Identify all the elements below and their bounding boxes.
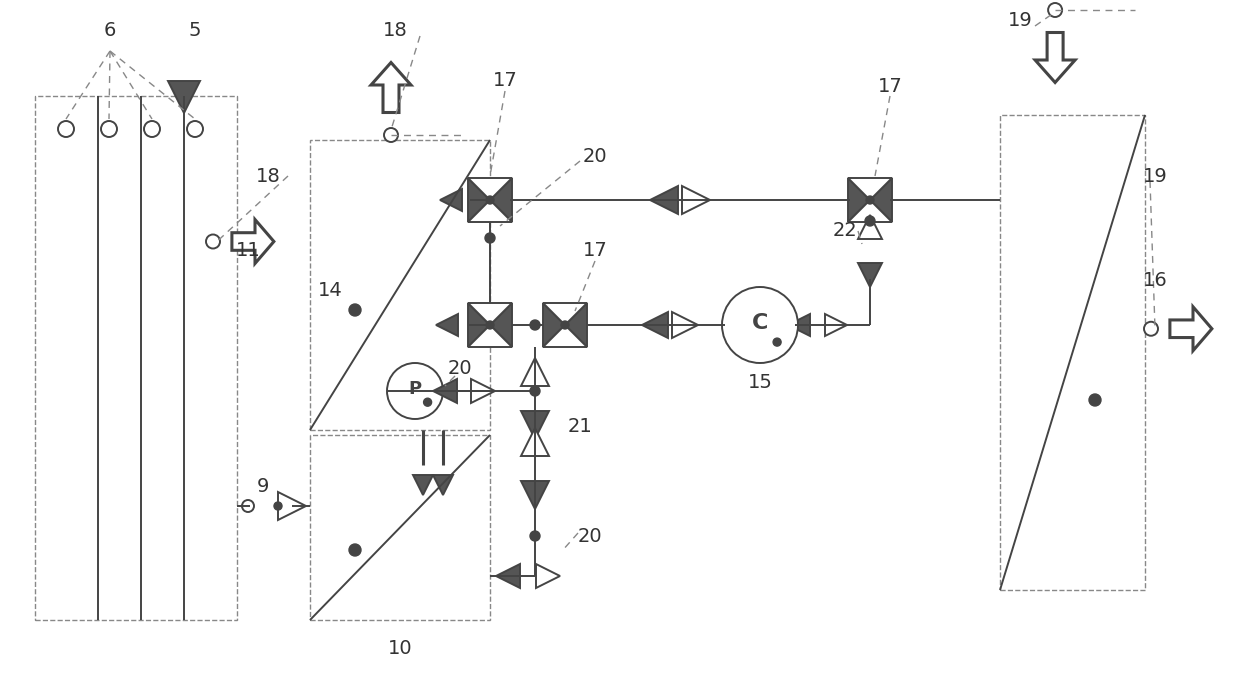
Text: 6: 6	[104, 22, 117, 40]
Polygon shape	[232, 219, 274, 264]
Polygon shape	[490, 178, 512, 222]
Text: 10: 10	[388, 639, 413, 659]
Circle shape	[866, 216, 875, 226]
Polygon shape	[467, 178, 490, 222]
Text: C: C	[751, 313, 769, 333]
Polygon shape	[467, 303, 490, 347]
Polygon shape	[521, 358, 549, 386]
Polygon shape	[642, 312, 668, 338]
Polygon shape	[870, 178, 892, 222]
Polygon shape	[565, 303, 587, 347]
Circle shape	[100, 121, 117, 137]
Polygon shape	[650, 186, 678, 214]
Polygon shape	[682, 186, 711, 214]
Text: 19: 19	[1008, 12, 1033, 31]
Polygon shape	[470, 314, 492, 336]
Polygon shape	[467, 303, 512, 325]
Polygon shape	[413, 475, 433, 495]
Circle shape	[274, 502, 281, 510]
Polygon shape	[371, 63, 410, 112]
Polygon shape	[858, 263, 882, 287]
Circle shape	[485, 233, 495, 243]
Polygon shape	[543, 325, 587, 347]
Text: 21: 21	[568, 417, 593, 436]
Circle shape	[1089, 394, 1101, 406]
Bar	[310, 140, 490, 430]
Polygon shape	[543, 303, 565, 347]
Text: 19: 19	[1142, 166, 1167, 185]
Circle shape	[387, 363, 443, 419]
Text: 18: 18	[383, 22, 408, 40]
Polygon shape	[467, 200, 512, 222]
Circle shape	[773, 338, 781, 346]
Polygon shape	[672, 312, 698, 338]
Circle shape	[187, 121, 203, 137]
Text: 18: 18	[255, 166, 280, 185]
Polygon shape	[490, 303, 512, 347]
Circle shape	[529, 386, 539, 396]
Polygon shape	[471, 379, 495, 403]
Bar	[35, 96, 237, 620]
Polygon shape	[825, 314, 847, 336]
Circle shape	[58, 121, 74, 137]
Circle shape	[529, 531, 539, 541]
Polygon shape	[848, 200, 892, 222]
Circle shape	[206, 234, 219, 249]
Polygon shape	[467, 178, 512, 200]
Polygon shape	[536, 564, 560, 588]
Text: 11: 11	[236, 242, 260, 261]
Bar	[310, 435, 490, 620]
Text: 22: 22	[832, 221, 857, 240]
Polygon shape	[440, 189, 463, 211]
Polygon shape	[858, 215, 882, 239]
Circle shape	[722, 287, 799, 363]
Circle shape	[866, 196, 874, 204]
Circle shape	[529, 320, 539, 330]
Text: 14: 14	[317, 281, 342, 300]
Polygon shape	[521, 481, 549, 509]
Circle shape	[486, 321, 494, 329]
Circle shape	[384, 128, 398, 142]
Polygon shape	[167, 81, 200, 113]
Polygon shape	[848, 178, 892, 200]
Text: 20: 20	[583, 146, 608, 165]
Polygon shape	[543, 303, 587, 325]
Polygon shape	[1035, 33, 1075, 82]
Bar	[999, 115, 1145, 590]
Circle shape	[560, 321, 569, 329]
Circle shape	[1048, 3, 1063, 17]
Circle shape	[348, 304, 361, 316]
Text: 17: 17	[878, 76, 903, 95]
Polygon shape	[496, 564, 520, 588]
Text: 5: 5	[188, 22, 201, 40]
Polygon shape	[433, 379, 458, 403]
Circle shape	[242, 500, 254, 512]
Polygon shape	[467, 325, 512, 347]
Circle shape	[348, 544, 361, 556]
Text: P: P	[408, 380, 422, 398]
Circle shape	[424, 398, 432, 406]
Polygon shape	[433, 475, 453, 495]
Polygon shape	[521, 428, 549, 456]
Circle shape	[1145, 321, 1158, 336]
Text: 17: 17	[583, 242, 608, 261]
Text: 16: 16	[1142, 272, 1167, 291]
Polygon shape	[278, 492, 306, 520]
Circle shape	[486, 196, 494, 204]
Polygon shape	[848, 178, 870, 222]
Text: 15: 15	[748, 373, 773, 392]
Text: 20: 20	[578, 526, 603, 545]
Text: 17: 17	[492, 72, 517, 91]
Text: 9: 9	[257, 477, 269, 496]
Polygon shape	[1169, 306, 1211, 351]
Circle shape	[144, 121, 160, 137]
Polygon shape	[521, 411, 549, 439]
Text: 20: 20	[448, 360, 472, 379]
Polygon shape	[787, 314, 810, 336]
Polygon shape	[436, 314, 458, 336]
